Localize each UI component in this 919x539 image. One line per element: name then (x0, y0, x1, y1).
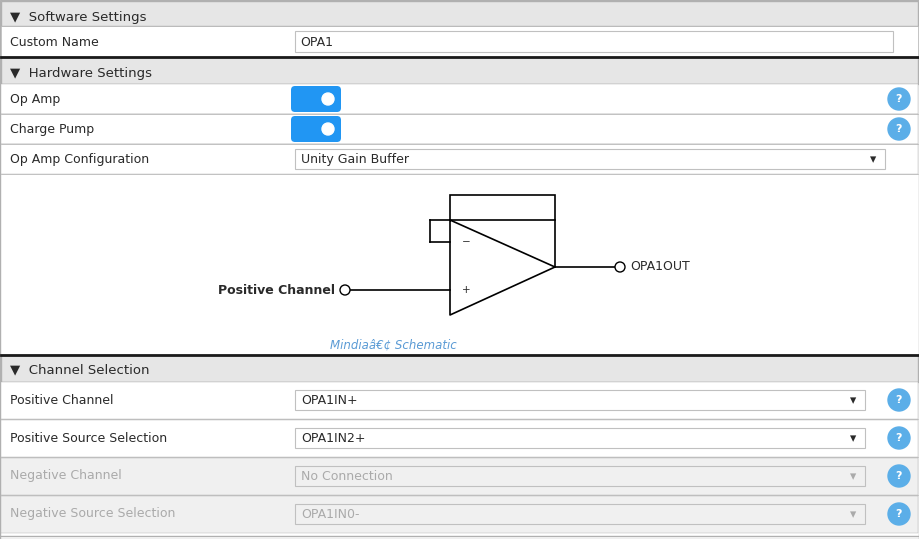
Text: ?: ? (896, 433, 902, 443)
FancyBboxPatch shape (1, 84, 918, 114)
Text: ?: ? (896, 94, 902, 104)
Text: ▼  Channel Selection: ▼ Channel Selection (10, 363, 150, 377)
FancyBboxPatch shape (295, 428, 865, 448)
Text: ?: ? (896, 395, 902, 405)
Text: OPA1OUT: OPA1OUT (630, 260, 690, 273)
Text: No Connection: No Connection (301, 471, 392, 483)
FancyBboxPatch shape (291, 86, 341, 112)
Text: Custom Name: Custom Name (10, 37, 98, 50)
FancyBboxPatch shape (1, 355, 918, 382)
Text: ▾: ▾ (850, 432, 857, 446)
Text: Op Amp Configuration: Op Amp Configuration (10, 154, 149, 167)
Circle shape (888, 503, 910, 525)
FancyBboxPatch shape (1, 382, 918, 419)
Text: −: − (462, 237, 471, 247)
FancyBboxPatch shape (295, 149, 885, 169)
Text: Unity Gain Buffer: Unity Gain Buffer (301, 154, 409, 167)
Text: OPA1: OPA1 (300, 37, 333, 50)
FancyBboxPatch shape (1, 26, 918, 57)
Circle shape (340, 285, 350, 295)
Text: Mindiaâ€¢ Schematic: Mindiaâ€¢ Schematic (330, 338, 457, 351)
Text: ▾: ▾ (870, 154, 876, 167)
Text: Charge Pump: Charge Pump (10, 123, 94, 136)
FancyBboxPatch shape (295, 466, 865, 486)
Text: Positive Source Selection: Positive Source Selection (10, 432, 167, 445)
FancyBboxPatch shape (1, 420, 918, 457)
Text: Negative Channel: Negative Channel (10, 469, 121, 482)
FancyBboxPatch shape (1, 114, 918, 144)
Circle shape (888, 118, 910, 140)
FancyBboxPatch shape (295, 390, 865, 410)
Text: ?: ? (896, 471, 902, 481)
Text: ▾: ▾ (850, 471, 857, 483)
Circle shape (888, 389, 910, 411)
Circle shape (615, 262, 625, 272)
Circle shape (322, 123, 334, 135)
Text: OPA1IN2+: OPA1IN2+ (301, 432, 366, 446)
Text: OPA1IN0-: OPA1IN0- (301, 508, 359, 522)
FancyBboxPatch shape (1, 57, 918, 84)
Circle shape (888, 427, 910, 449)
Text: ?: ? (896, 509, 902, 519)
Text: ▼  Software Settings: ▼ Software Settings (10, 11, 146, 24)
Text: OPA1IN+: OPA1IN+ (301, 395, 357, 407)
Text: Positive Channel: Positive Channel (218, 284, 335, 296)
FancyBboxPatch shape (1, 458, 918, 495)
Text: ▼  Hardware Settings: ▼ Hardware Settings (10, 66, 152, 79)
FancyBboxPatch shape (291, 116, 341, 142)
Text: Negative Source Selection: Negative Source Selection (10, 508, 176, 521)
Circle shape (322, 93, 334, 105)
FancyBboxPatch shape (1, 1, 918, 26)
Text: Op Amp: Op Amp (10, 93, 61, 107)
Text: +: + (462, 285, 471, 295)
Text: ?: ? (896, 124, 902, 134)
FancyBboxPatch shape (295, 31, 893, 52)
FancyBboxPatch shape (1, 496, 918, 533)
FancyBboxPatch shape (1, 144, 918, 174)
Text: Positive Channel: Positive Channel (10, 393, 114, 406)
FancyBboxPatch shape (295, 504, 865, 524)
Circle shape (888, 88, 910, 110)
Circle shape (888, 465, 910, 487)
Text: ▾: ▾ (850, 508, 857, 522)
Text: ▾: ▾ (850, 395, 857, 407)
